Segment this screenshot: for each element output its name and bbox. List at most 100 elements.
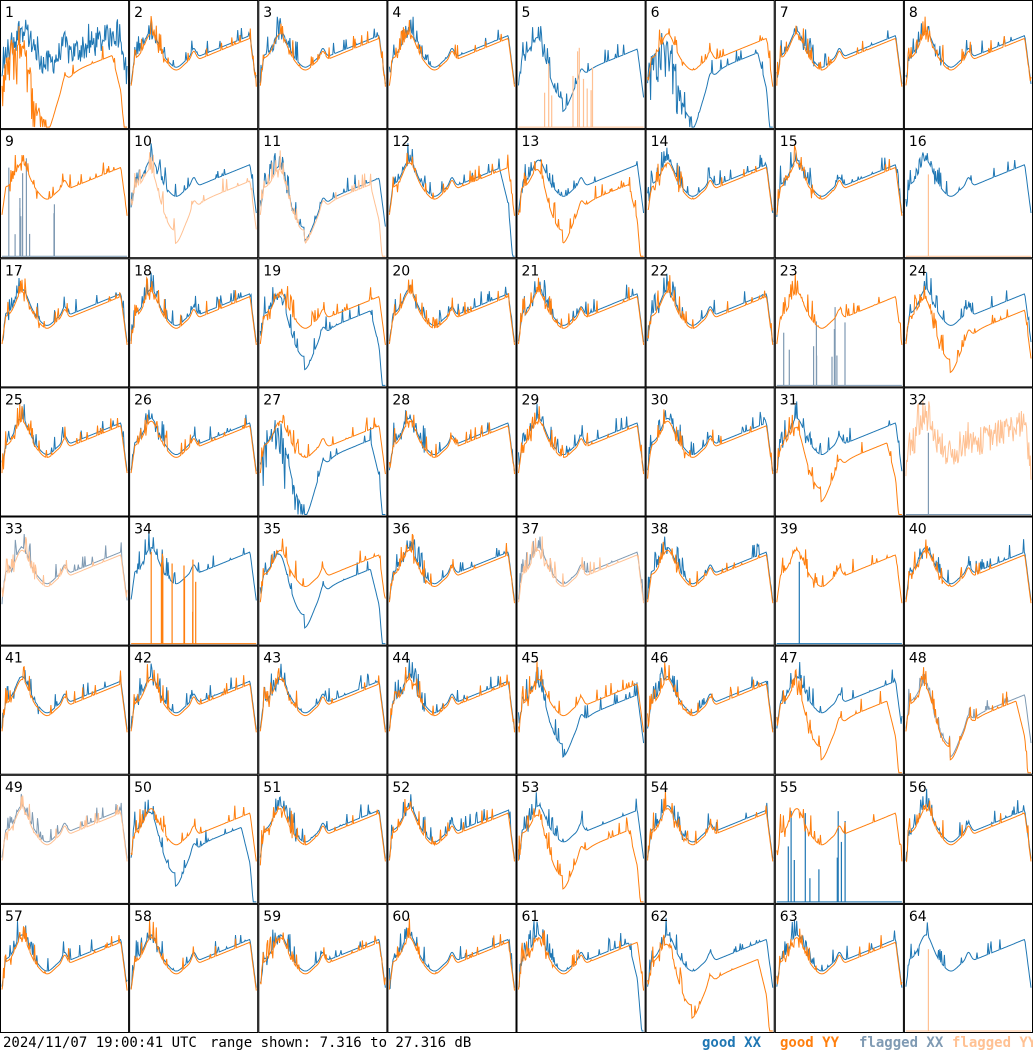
panel-label: 6 <box>651 5 660 21</box>
panel-border <box>0 774 130 904</box>
panel-label: 22 <box>651 263 669 279</box>
panel-49: 49 <box>0 774 130 904</box>
panel-33: 33 <box>0 516 130 646</box>
panel-31-yy <box>776 414 902 515</box>
panel-11-xx <box>259 153 386 242</box>
panel-39: 39 <box>774 516 904 646</box>
panel-14-xx <box>647 147 774 214</box>
panel-border <box>516 387 646 517</box>
panel-15: 15 <box>774 129 904 259</box>
panel-59-xx <box>259 929 386 988</box>
panel-50: 50 <box>129 774 259 904</box>
panel-52: 52 <box>387 774 517 904</box>
panel-border <box>0 258 130 388</box>
panel-4-yy <box>388 19 515 87</box>
panel-7: 7 <box>774 0 904 130</box>
panel-16: 16 <box>903 129 1033 259</box>
panel-label: 59 <box>263 909 281 925</box>
panel-4: 4 <box>387 0 517 130</box>
panel-1-xx <box>1 19 128 85</box>
panel-border <box>774 258 904 388</box>
panel-label: 30 <box>651 392 669 408</box>
panel-28-yy <box>388 410 515 475</box>
panel-label: 19 <box>263 263 281 279</box>
panel-label: 50 <box>134 780 152 796</box>
panel-25: 25 <box>0 387 130 517</box>
panel-45-xx <box>518 667 645 758</box>
panel-21: 21 <box>516 258 646 388</box>
panel-36-xx <box>388 539 515 601</box>
panel-13-yy <box>518 159 644 257</box>
panel-5: 5 <box>516 0 646 130</box>
panel-label: 21 <box>522 263 540 279</box>
panel-49-yy <box>1 795 128 862</box>
panel-border <box>774 129 904 259</box>
panel-border <box>645 0 775 130</box>
panel-border <box>516 516 646 646</box>
panel-border <box>129 774 259 904</box>
panel-48-xx <box>905 674 1032 758</box>
panel-32: 32 <box>903 387 1033 517</box>
panel-15-yy <box>776 145 903 216</box>
panel-47: 47 <box>774 645 904 775</box>
panel-34: 34 <box>129 516 259 646</box>
panel-label: 51 <box>263 780 281 796</box>
panel-border <box>387 129 517 259</box>
panel-22: 22 <box>645 258 775 388</box>
panel-1-yy <box>1 26 128 128</box>
panel-label: 23 <box>780 263 798 279</box>
panel-12-xx <box>388 143 515 257</box>
panel-label: 14 <box>651 134 669 150</box>
panel-border <box>774 903 904 1033</box>
timestamp: 2024/11/07 19:00:41 UTC <box>3 1035 197 1051</box>
panel-53-xx <box>518 792 645 860</box>
panel-label: 2 <box>134 5 143 21</box>
panel-35-xx <box>259 550 386 645</box>
panel-9: 9 <box>0 129 130 259</box>
panel-label: 45 <box>522 651 540 667</box>
panel-label: 12 <box>392 134 410 150</box>
panel-9-yy <box>1 154 128 216</box>
legend-flagged-xx: flagged XX <box>859 1035 944 1051</box>
panel-border <box>129 258 259 388</box>
panel-44: 44 <box>387 645 517 775</box>
panel-35-yy <box>259 538 386 603</box>
panel-7-xx <box>776 26 903 84</box>
panel-23-yy <box>776 273 903 345</box>
panel-border <box>129 645 259 775</box>
panel-41: 41 <box>0 645 130 775</box>
panel-57-xx <box>1 921 128 987</box>
panel-35: 35 <box>258 516 388 646</box>
panel-42: 42 <box>129 645 259 775</box>
panel-31-xx <box>776 401 903 472</box>
panel-56-xx <box>905 788 1032 861</box>
panel-label: 31 <box>780 392 798 408</box>
panel-58: 58 <box>129 903 259 1033</box>
panel-border <box>645 774 775 904</box>
panel-20: 20 <box>387 258 517 388</box>
panel-56: 56 <box>903 774 1033 904</box>
panel-53-yy <box>518 808 644 903</box>
range-readout: range shown: 7.316 to 27.316 dB <box>210 1035 472 1051</box>
panel-label: 35 <box>263 522 281 538</box>
panel-label: 52 <box>392 780 410 796</box>
footer: 2024/11/07 19:00:41 UTC range shown: 7.3… <box>0 1033 1033 1053</box>
panel-53: 53 <box>516 774 646 904</box>
panel-44-xx <box>388 659 515 730</box>
panel-border <box>129 0 259 130</box>
panel-41-xx <box>1 670 128 730</box>
panel-27-xx <box>259 420 386 515</box>
panel-59-yy <box>259 932 386 985</box>
panel-label: 58 <box>134 909 152 925</box>
panel-15-xx <box>776 152 903 217</box>
panel-29: 29 <box>516 387 646 517</box>
panel-label: 16 <box>909 134 927 150</box>
panel-27-yy <box>259 414 386 475</box>
panel-62-yy <box>647 934 773 1032</box>
panel-45: 45 <box>516 645 646 775</box>
panel-29-yy <box>518 406 645 475</box>
panel-51-xx <box>259 796 386 859</box>
panel-11: 11 <box>258 129 388 259</box>
panel-label: 60 <box>392 909 410 925</box>
panel-border <box>0 0 130 130</box>
